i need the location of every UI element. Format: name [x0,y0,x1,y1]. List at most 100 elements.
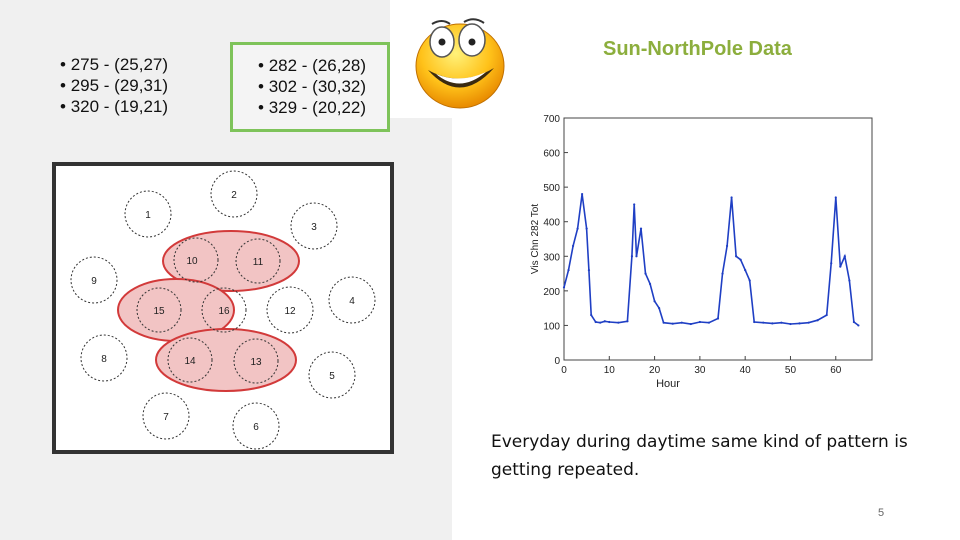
diagram-node-circle [124,190,172,238]
data-point [689,322,692,326]
x-axis-label: Hour [656,378,680,390]
bullet-item: 282 - (26,28) [258,55,366,76]
data-point [839,265,842,268]
data-point [852,320,855,324]
y-tick-label: 0 [554,356,560,367]
sensor-diagram: 2 1 3 10 11 9 4 15 16 12 8 14 13 5 7 6 [70,170,376,450]
data-point [648,282,652,286]
data-point [571,244,575,248]
data-point [830,262,833,265]
diagram-node-label: 8 [101,354,107,365]
data-point [753,320,756,324]
data-point [594,320,597,324]
x-tick-label: 30 [694,365,706,376]
data-point [608,320,611,324]
data-point [780,321,783,324]
sun-northpole-chart: 0 100 200 300 400 500 600 700 0 10 20 30 40 50 60 Hour V… [530,114,873,390]
x-tick-label: 0 [561,365,567,376]
series-line [563,193,859,327]
y-tick-label: 400 [543,218,560,229]
diagram-node-circle [266,286,314,334]
data-point [567,269,570,272]
x-tick-label: 50 [785,365,797,376]
data-point [716,317,720,320]
highlight-ellipse-bottom [155,328,297,392]
data-point [599,321,602,324]
data-point [771,322,774,325]
diagram-node-label: 10 [186,256,198,267]
data-point [816,319,819,322]
diagram-node-circle [233,338,279,384]
diagram-node-circle [80,334,128,382]
data-point [730,196,733,199]
diagram-node-circle [290,202,338,250]
page-number: 5 [878,507,885,519]
data-point [644,272,647,275]
data-point [617,321,620,324]
bullet-item: 329 - (20,22) [258,97,366,118]
data-point [735,255,738,258]
data-point [587,269,591,272]
data-point [707,321,711,324]
data-point [698,320,701,324]
diagram-node-label: 12 [284,306,296,317]
data-point [635,255,638,258]
data-point [680,321,683,324]
bullet-item: 320 - (19,21) [60,96,168,117]
data-point [576,227,579,230]
y-tick-label: 200 [543,287,560,298]
data-point [662,321,665,324]
data-point [834,196,837,199]
diagram-node-circle [232,402,280,450]
smiley-face-icon [415,18,505,109]
diagram-node-label: 5 [329,371,335,382]
y-tick-label: 600 [543,149,560,160]
data-point [798,322,801,325]
data-point [807,321,810,324]
data-point [739,258,742,261]
diagram-node-label: 16 [218,306,230,317]
slide-title: Sun-NorthPole Data [603,38,792,60]
diagram-node-circle [308,351,356,399]
diagram-node-label: 7 [163,412,169,423]
diagram-node-label: 2 [231,190,237,201]
data-point [585,227,588,230]
sensor-diagram-frame: 2 1 3 10 11 9 4 15 16 12 8 14 13 5 7 6 [52,162,394,454]
data-point [581,192,584,196]
bullet-list-right: 282 - (26,28) 302 - (30,32) 329 - (20,22… [258,55,366,118]
diagram-node-circle [142,392,190,440]
data-point [721,272,724,275]
x-tick-label: 60 [830,365,842,376]
diagram-node-circle [210,170,258,218]
data-point [825,313,828,317]
data-point [748,279,751,282]
data-point [848,279,851,282]
highlight-ellipse-top [162,230,300,292]
y-tick-label: 100 [543,321,560,332]
x-tick-label: 20 [649,365,661,376]
diagram-node-label: 1 [145,210,151,221]
data-point [653,300,656,303]
diagram-node-label: 14 [184,356,196,367]
diagram-node-circle [167,337,213,383]
data-point [658,307,661,310]
diagram-node-circle [235,238,281,284]
y-tick-label: 500 [543,183,560,194]
caption-text: Everyday during daytime same kind of pat… [491,432,908,480]
y-tick-label: 700 [543,114,560,125]
data-point [744,269,747,272]
diagram-node-label: 3 [311,222,317,233]
data-point [762,321,765,324]
bullet-item: 275 - (25,27) [60,54,168,75]
y-axis-label: Vis Chn 282 Tot [530,204,541,274]
diagram-node-label: 6 [253,422,259,433]
data-point [562,286,566,289]
diagram-node-circle [328,276,376,324]
bullet-list-left: 275 - (25,27) 295 - (29,31) 320 - (19,21… [60,54,168,117]
data-point [590,313,593,317]
data-point [603,320,606,323]
data-point [630,255,634,258]
data-point [843,255,846,258]
diagram-node-label: 11 [253,257,264,268]
data-point [671,322,674,325]
